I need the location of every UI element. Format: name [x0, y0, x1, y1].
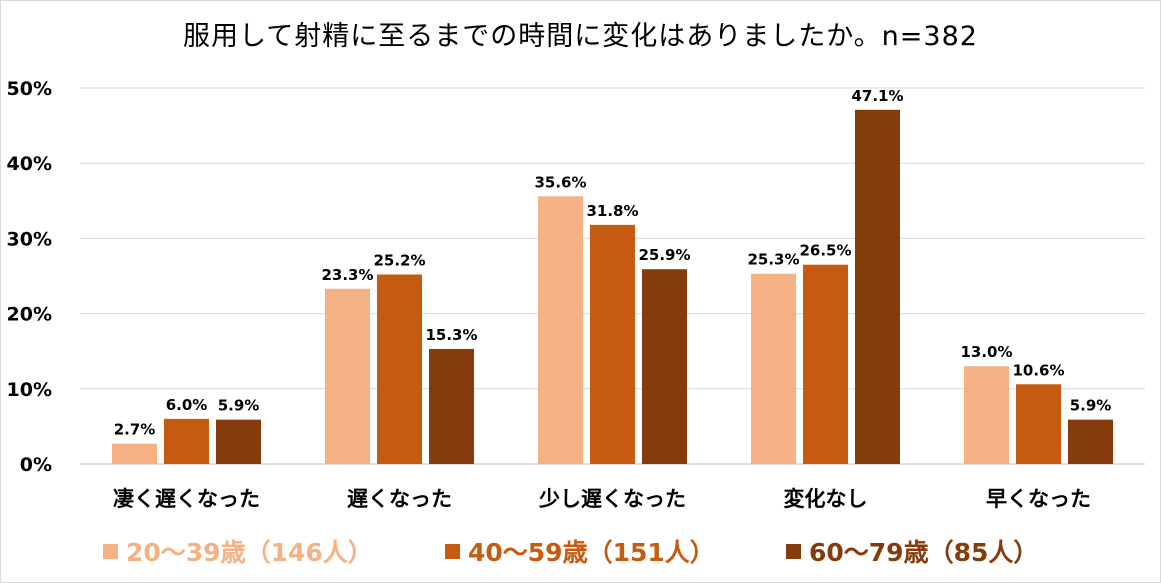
data-label: 13.0% — [960, 343, 1012, 361]
bar — [855, 109, 900, 465]
data-label: 10.6% — [1012, 361, 1064, 379]
x-category-label: 少し遅くなった — [538, 487, 686, 511]
legend-label: 20〜39歳（146人） — [126, 538, 373, 567]
legend-label: 60〜79歳（85人） — [809, 538, 1039, 567]
data-label: 5.9% — [1070, 397, 1112, 415]
x-category-label: 凄く遅くなった — [113, 487, 260, 511]
data-labels: 2.7% 6.0% 5.9% 23.3%25.2% 15.3% 35.6%31.8% 25.… — [114, 87, 1112, 439]
x-category-label: 変化なし — [784, 487, 868, 511]
bar — [164, 418, 209, 464]
legend: 20〜39歳（146人） 40〜59歳（151人） 60〜79歳（85人） — [0, 533, 1161, 573]
bar — [325, 288, 370, 464]
bar — [538, 196, 583, 464]
legend-item-60-79: 60〜79歳（85人） — [786, 533, 1038, 569]
data-label: 5.9% — [218, 397, 260, 415]
bar — [216, 419, 261, 464]
bar — [590, 224, 635, 464]
bar — [112, 443, 157, 464]
legend-item-40-59: 40〜59歳（151人） — [445, 533, 715, 569]
bar — [377, 274, 422, 464]
y-tick-label: 20% — [7, 304, 52, 326]
y-tick-label: 0% — [20, 454, 52, 476]
legend-swatch — [786, 543, 801, 559]
data-label: 25.3% — [747, 251, 799, 269]
data-label: 2.7% — [114, 421, 156, 439]
bar — [1016, 384, 1061, 464]
chart-title: 服用して射精に至るまでの時間に変化はありましたか。n=382 — [183, 21, 978, 52]
data-label: 23.3% — [321, 266, 373, 284]
x-category-label: 遅くなった — [347, 487, 452, 511]
data-label: 15.3% — [425, 326, 477, 344]
bar — [964, 366, 1009, 464]
legend-item-20-39: 20〜39歳（146人） — [103, 533, 373, 569]
data-label: 6.0% — [166, 396, 208, 414]
data-label: 47.1% — [851, 87, 903, 105]
bars — [112, 109, 1113, 465]
data-label: 25.2% — [373, 251, 425, 269]
x-category-label: 早くなった — [986, 487, 1091, 511]
data-label: 31.8% — [586, 202, 638, 220]
legend-swatch — [445, 543, 460, 559]
x-axis-categories: 凄く遅くなった 遅くなった 少し遅くなった 変化なし 早くなった — [113, 487, 1091, 511]
y-tick-label: 10% — [7, 379, 52, 401]
y-tick-label: 40% — [7, 153, 52, 175]
data-label: 25.9% — [638, 246, 690, 264]
y-tick-label: 30% — [7, 228, 52, 250]
data-label: 26.5% — [799, 242, 851, 260]
y-tick-label: 50% — [7, 78, 52, 100]
bar — [803, 264, 848, 464]
bar — [751, 273, 796, 464]
data-label: 35.6% — [534, 173, 586, 191]
legend-swatch — [103, 543, 118, 559]
bar — [1068, 419, 1113, 464]
bar — [429, 348, 474, 464]
y-axis-ticks: 0% 10% 20% 30% 40% 50% — [7, 78, 52, 476]
legend-label: 40〜59歳（151人） — [468, 538, 715, 567]
bar — [642, 269, 687, 464]
